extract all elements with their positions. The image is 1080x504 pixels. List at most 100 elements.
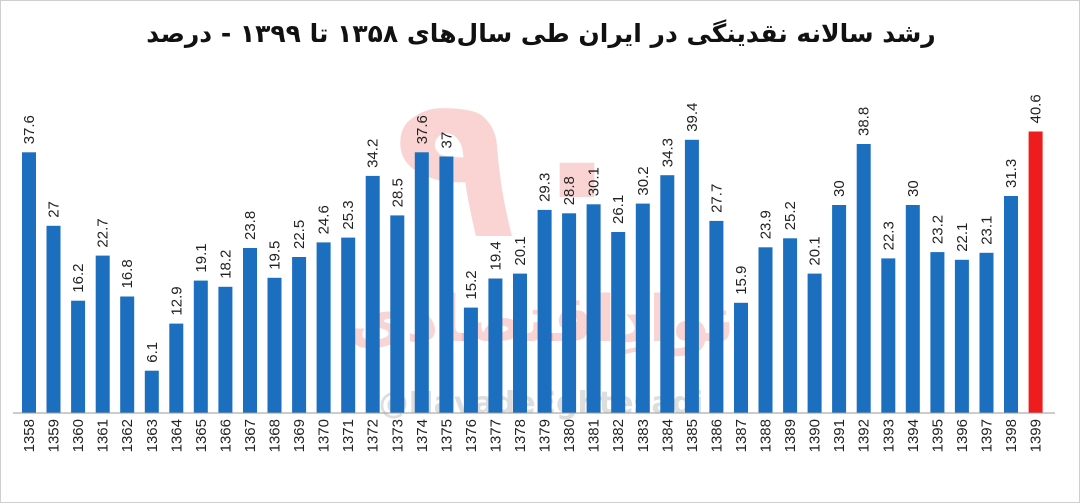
bar-1392 [856,144,871,413]
value-label-1380: 28.8 [561,176,578,205]
x-tick-1388: 1388 [758,419,775,452]
value-label-1372: 34.2 [365,139,382,168]
value-label-1359: 27 [46,201,63,218]
value-label-1393: 22.3 [880,221,897,250]
x-tick-1372: 1372 [365,419,382,452]
bar-1372 [365,175,380,413]
x-tick-1383: 1383 [635,419,652,452]
value-label-1371: 25.3 [340,200,357,229]
value-label-1399: 40.6 [1028,94,1045,123]
value-label-1386: 27.7 [708,184,725,213]
x-tick-1390: 1390 [807,419,824,452]
value-label-1398: 31.3 [1003,159,1020,188]
value-label-1368: 19.5 [267,241,284,270]
value-label-1397: 23.1 [979,216,996,245]
bar-1397 [979,252,994,413]
x-tick-labels: 1358 1359 1360 1361 1362 1363 1364 1365 1366 1367… [21,419,1045,452]
value-label-1382: 26.1 [610,195,627,224]
bar-1368 [267,277,282,413]
x-tick-1395: 1395 [929,419,946,452]
value-label-1365: 19.1 [193,243,210,272]
bars [22,131,1043,414]
value-label-1394: 30 [905,180,922,197]
x-tick-1361: 1361 [95,419,112,452]
x-tick-1394: 1394 [905,419,922,452]
x-tick-1397: 1397 [979,419,996,452]
value-label-1364: 12.9 [168,286,185,315]
bar-1395 [930,252,945,413]
bar-1386 [709,220,724,413]
value-label-1390: 20.1 [807,236,824,265]
x-tick-1364: 1364 [168,419,185,452]
value-labels: 37.6 27 16.2 22.7 16.8 6.1 12.9 19.1 18.2 23.8 19.… [21,94,1045,362]
bar-1390 [807,273,822,413]
bar-1365 [193,280,208,413]
x-tick-1358: 1358 [21,419,38,452]
bar-1394 [905,205,920,413]
value-label-1381: 30.1 [586,167,603,196]
bar-1388 [758,247,773,413]
bar-1380 [562,213,577,413]
value-label-1370: 24.6 [316,205,333,234]
bar-1367 [243,248,257,413]
x-tick-1398: 1398 [1003,419,1020,452]
bar-1375 [439,156,454,413]
value-label-1361: 22.7 [95,218,112,247]
bar-1391 [832,205,847,413]
x-tick-1374: 1374 [414,419,431,452]
x-tick-1381: 1381 [586,419,603,452]
chart-title: رشد سالانه نقدینگی در ایران طی سال‌های ۱… [146,19,936,48]
bar-1379 [537,209,552,413]
value-label-1392: 38.8 [856,107,873,136]
value-label-1385: 39.4 [684,103,701,132]
value-label-1391: 30 [831,180,848,197]
value-label-1387: 15.9 [733,266,750,295]
x-tick-1389: 1389 [782,419,799,452]
value-label-1363: 6.1 [144,342,161,363]
value-label-1376: 15.2 [463,270,480,299]
x-tick-1367: 1367 [242,419,259,452]
bar-1366 [218,286,233,413]
bar-1387 [734,302,748,413]
value-label-1378: 20.1 [512,236,529,265]
value-label-1366: 18.2 [217,250,234,279]
x-tick-1392: 1392 [856,419,873,452]
x-tick-1371: 1371 [340,419,357,452]
value-label-1369: 22.5 [291,220,308,249]
bar-1363 [144,370,159,413]
value-label-1389: 25.2 [782,201,799,230]
bar-1385 [684,139,699,414]
value-label-1362: 16.8 [119,259,136,288]
bar-1377 [488,278,503,413]
bar-1399 [1028,131,1043,413]
bar-1389 [783,238,798,413]
x-tick-1396: 1396 [954,419,971,452]
x-tick-1384: 1384 [659,419,676,452]
bar-1373 [390,215,405,413]
bar-1360 [71,300,86,413]
x-tick-1378: 1378 [512,419,529,452]
x-tick-1370: 1370 [316,419,333,452]
value-label-1396: 22.1 [954,223,971,252]
value-label-1374: 37.6 [414,115,431,144]
bar-1371 [341,237,356,413]
bar-1393 [881,258,896,413]
bar-1396 [954,259,969,413]
x-tick-1399: 1399 [1028,419,1045,452]
bar-1398 [1004,196,1018,413]
bar-1376 [463,307,478,413]
value-label-1358: 37.6 [21,115,38,144]
value-label-1375: 37 [438,132,455,149]
x-tick-1377: 1377 [487,419,504,452]
bar-1370 [316,242,331,413]
x-tick-1368: 1368 [267,419,284,452]
x-tick-1369: 1369 [291,419,308,452]
x-tick-1387: 1387 [733,419,750,452]
x-tick-1375: 1375 [438,419,455,452]
bar-1369 [292,257,307,413]
value-label-1395: 23.2 [929,215,946,244]
x-tick-1376: 1376 [463,419,480,452]
x-tick-1362: 1362 [119,419,136,452]
bar-1374 [414,152,429,414]
